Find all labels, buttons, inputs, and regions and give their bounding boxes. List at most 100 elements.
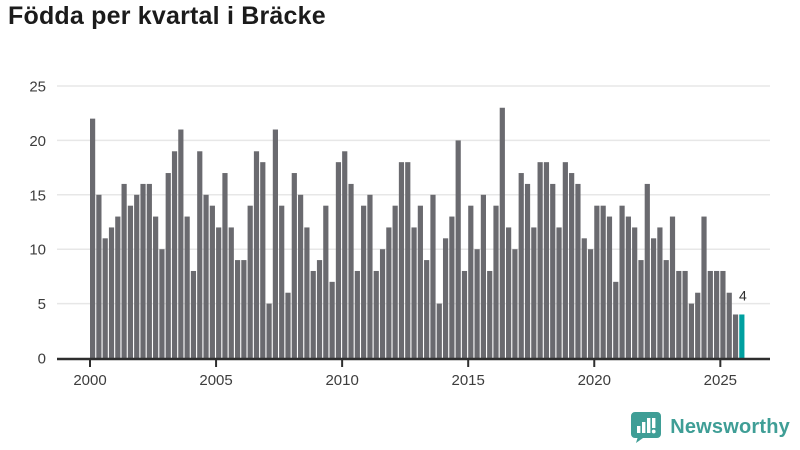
bars bbox=[90, 107, 745, 358]
bar bbox=[600, 205, 606, 358]
bar bbox=[272, 129, 278, 358]
bar bbox=[487, 270, 493, 358]
bar bbox=[663, 260, 669, 358]
bar bbox=[335, 162, 342, 358]
bar bbox=[518, 173, 524, 358]
bar bbox=[405, 162, 411, 358]
logo-exclamation-stem bbox=[652, 418, 656, 428]
x-tick-label-2005: 2005 bbox=[199, 372, 232, 389]
x-tick-label-2000: 2000 bbox=[73, 372, 106, 389]
bar bbox=[695, 292, 701, 358]
bar bbox=[613, 281, 619, 358]
bar bbox=[102, 238, 108, 358]
bar bbox=[732, 314, 739, 358]
bar bbox=[392, 205, 398, 358]
bar bbox=[657, 227, 663, 358]
bar bbox=[587, 249, 594, 358]
bar bbox=[354, 270, 360, 358]
logo-bar-1 bbox=[637, 426, 641, 433]
bar bbox=[638, 260, 644, 358]
bar bbox=[342, 151, 348, 358]
axes bbox=[57, 357, 770, 367]
newsworthy-logo-text: Newsworthy bbox=[670, 416, 790, 438]
bar-highlight-latest-quarter bbox=[739, 314, 745, 358]
bar bbox=[159, 249, 165, 358]
bar bbox=[134, 194, 140, 358]
latest-value-label: 4 bbox=[739, 287, 747, 303]
bar bbox=[493, 205, 499, 358]
bar bbox=[234, 260, 241, 358]
bar bbox=[140, 183, 146, 358]
bar bbox=[474, 249, 480, 358]
bar bbox=[373, 270, 379, 358]
bar bbox=[127, 205, 134, 358]
bar bbox=[310, 270, 316, 358]
x-tick-label-2015: 2015 bbox=[452, 372, 485, 389]
y-tick-label-20: 20 bbox=[29, 133, 46, 150]
newsworthy-logo: Newsworthy bbox=[631, 412, 790, 443]
bar bbox=[304, 227, 310, 358]
logo-bar-3 bbox=[647, 418, 651, 433]
chart-title: Födda per kvartal i Bräcke bbox=[8, 2, 326, 30]
bar bbox=[550, 183, 556, 358]
bar bbox=[512, 249, 518, 358]
x-tick-label-2025: 2025 bbox=[704, 372, 737, 389]
bar bbox=[285, 292, 291, 358]
bar bbox=[625, 216, 631, 358]
bar bbox=[524, 183, 531, 358]
bar bbox=[726, 292, 732, 358]
x-tick-label-2010: 2010 bbox=[325, 372, 358, 389]
bar bbox=[260, 162, 266, 358]
bar bbox=[455, 140, 461, 358]
bar bbox=[606, 216, 613, 358]
bar bbox=[398, 162, 405, 358]
bar bbox=[461, 270, 468, 358]
y-tick-label-25: 25 bbox=[29, 79, 46, 96]
bar bbox=[594, 205, 600, 358]
bar bbox=[329, 281, 335, 358]
bar bbox=[714, 270, 720, 358]
bar bbox=[688, 303, 695, 358]
bar bbox=[632, 227, 638, 358]
bar bbox=[720, 270, 726, 358]
bar bbox=[537, 162, 543, 358]
bar bbox=[266, 303, 272, 358]
bar bbox=[701, 216, 707, 358]
bar bbox=[449, 216, 455, 358]
bar bbox=[216, 227, 222, 358]
bar bbox=[96, 194, 102, 358]
bar bbox=[367, 194, 373, 358]
bar bbox=[121, 183, 127, 358]
bar bbox=[146, 183, 152, 358]
bar bbox=[562, 162, 568, 358]
bar bbox=[241, 260, 247, 358]
bar bbox=[279, 205, 285, 358]
bar bbox=[348, 183, 354, 358]
bar bbox=[184, 216, 190, 358]
bar bbox=[644, 183, 650, 358]
speech-bubble-shape bbox=[631, 412, 662, 443]
bar bbox=[153, 216, 159, 358]
bar bbox=[581, 238, 587, 358]
bar bbox=[417, 205, 423, 358]
y-tick-label-5: 5 bbox=[38, 296, 46, 313]
bar bbox=[298, 194, 304, 358]
bar bbox=[682, 270, 688, 358]
bar bbox=[556, 227, 562, 358]
bar bbox=[506, 227, 512, 358]
bar bbox=[468, 205, 474, 358]
bar bbox=[411, 227, 417, 358]
bar bbox=[650, 238, 657, 358]
bar bbox=[575, 183, 581, 358]
bar bbox=[253, 151, 260, 358]
bar bbox=[676, 270, 682, 358]
bar bbox=[108, 227, 115, 358]
bar bbox=[197, 151, 203, 358]
bar bbox=[165, 173, 171, 358]
bar bbox=[430, 194, 436, 358]
bar bbox=[424, 260, 430, 358]
bar bbox=[291, 173, 297, 358]
